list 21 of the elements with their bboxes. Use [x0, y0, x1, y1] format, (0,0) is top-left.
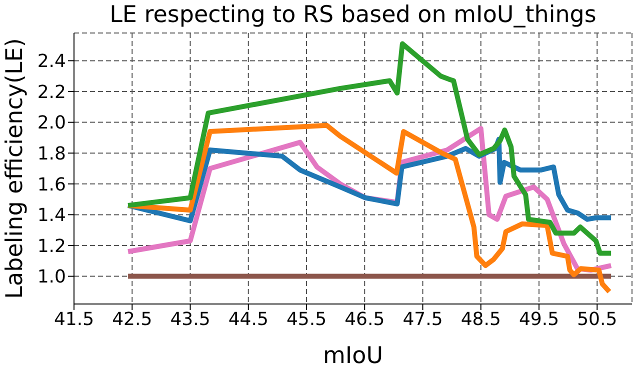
x-tick-label: 49.5 — [518, 308, 560, 330]
x-tick-label: 44.5 — [228, 308, 268, 330]
x-axis-title: mIoU — [322, 343, 384, 365]
y-tick-label: 1.8 — [37, 143, 66, 164]
x-tick-label: 43.5 — [170, 308, 210, 330]
x-tick-label: 50.5 — [577, 308, 618, 330]
x-tick-label: 47.5 — [402, 308, 443, 330]
chart-title: LE respecting to RS based on mIoU_things — [108, 2, 598, 28]
x-tick-label: 48.5 — [460, 308, 501, 330]
y-axis-title: Labeling efficiency(LE) — [2, 38, 28, 299]
y-tick-label: 2.0 — [37, 112, 66, 134]
y-tick-label: 1.0 — [37, 266, 66, 288]
y-tick-label: 2.4 — [37, 51, 66, 72]
y-tick-label: 1.4 — [37, 205, 66, 226]
x-tick-label: 45.5 — [286, 308, 327, 330]
x-tick-label: 46.5 — [344, 308, 385, 330]
y-tick-label: 2.2 — [37, 82, 66, 103]
x-tick-label: 42.5 — [112, 308, 152, 330]
y-tick-label: 1.2 — [37, 236, 66, 257]
y-tick-label: 1.6 — [37, 174, 66, 196]
x-tick-label: 41.5 — [54, 308, 94, 330]
